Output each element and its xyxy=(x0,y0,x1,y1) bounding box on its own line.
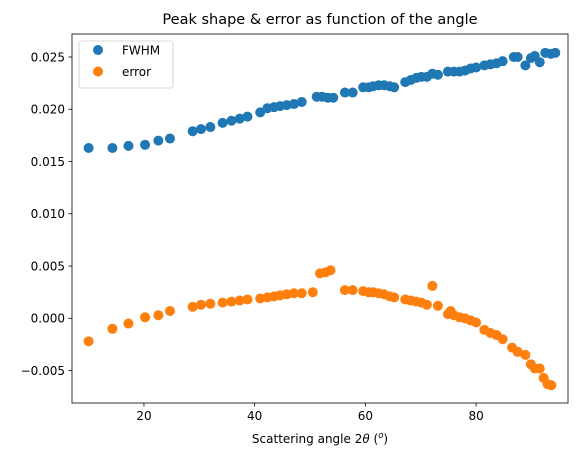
data-point-fwhm xyxy=(288,99,299,110)
legend: FWHM error xyxy=(78,40,174,89)
data-point-fwhm xyxy=(242,111,253,122)
data-point-error xyxy=(347,285,358,296)
data-point-error xyxy=(389,292,400,303)
data-point-error xyxy=(432,300,443,311)
x-tick-label: 80 xyxy=(468,409,483,423)
data-point-error xyxy=(123,318,134,329)
data-point-fwhm xyxy=(339,87,350,98)
data-point-fwhm xyxy=(234,113,245,124)
axes-frame xyxy=(71,33,569,404)
data-point-fwhm xyxy=(389,82,400,93)
data-point-fwhm xyxy=(432,69,443,80)
data-point-fwhm xyxy=(123,140,134,151)
data-point-error xyxy=(534,363,545,374)
data-point-fwhm xyxy=(205,122,216,133)
x-tick-label: 20 xyxy=(136,409,151,423)
data-point-fwhm xyxy=(512,52,523,62)
legend-marker-error xyxy=(93,66,103,77)
x-tick-label: 40 xyxy=(247,409,262,423)
data-point-error xyxy=(140,312,151,323)
data-point-error xyxy=(427,280,438,291)
data-point-fwhm xyxy=(164,133,175,144)
plot-area xyxy=(72,34,568,403)
data-point-error xyxy=(520,349,531,360)
y-tick-label: 0.020 xyxy=(31,103,65,117)
data-point-fwhm xyxy=(187,126,198,137)
data-point-fwhm xyxy=(217,117,228,128)
data-points xyxy=(83,47,561,391)
legend-label-fwhm: FWHM xyxy=(122,44,160,58)
y-tick-label: 0.015 xyxy=(31,155,65,169)
data-point-error xyxy=(164,306,175,317)
data-point-error xyxy=(195,299,206,310)
y-tick-label: −0.005 xyxy=(21,364,65,378)
legend-label-error: error xyxy=(122,65,151,79)
chart-title: Peak shape & error as function of the an… xyxy=(162,12,477,28)
data-point-error xyxy=(187,301,198,312)
data-point-fwhm xyxy=(520,60,531,71)
data-point-error xyxy=(288,288,299,299)
data-point-fwhm xyxy=(550,47,561,58)
y-tick-label: 0.005 xyxy=(31,259,65,273)
data-point-error xyxy=(226,296,237,307)
data-point-fwhm xyxy=(497,56,508,67)
x-axis-label-theta: θ xyxy=(362,432,370,446)
legend-marker-fwhm xyxy=(93,45,103,55)
x-axis-label-text: Scattering angle 2 xyxy=(252,432,362,446)
data-point-fwhm xyxy=(140,139,151,150)
data-point-fwhm xyxy=(195,124,206,135)
data-point-fwhm xyxy=(107,142,118,153)
x-axis-label: Scattering angle 2θ (o) xyxy=(252,431,388,446)
x-axis-label-unit-open: ( xyxy=(370,432,379,446)
legend-box xyxy=(78,40,174,89)
data-point-fwhm xyxy=(153,135,164,146)
data-point-error xyxy=(242,294,253,305)
data-point-fwhm xyxy=(226,115,237,126)
data-point-error xyxy=(471,317,482,328)
data-point-error xyxy=(83,336,94,347)
x-axis-label-unit-close: ) xyxy=(383,432,388,446)
data-point-error xyxy=(234,295,245,306)
data-point-error xyxy=(307,287,318,298)
data-point-error xyxy=(217,297,228,308)
data-point-error xyxy=(339,285,350,296)
data-point-error xyxy=(205,298,216,309)
data-point-error xyxy=(153,310,164,321)
data-point-error xyxy=(546,380,557,391)
x-axis-ticks: 20 40 60 80 xyxy=(136,403,484,423)
data-point-fwhm xyxy=(296,96,307,107)
data-point-fwhm xyxy=(83,142,94,153)
data-point-error xyxy=(497,334,508,345)
data-point-error xyxy=(325,265,336,276)
y-tick-label: 0.010 xyxy=(31,207,65,221)
data-point-error xyxy=(512,346,523,357)
y-tick-label: 0.000 xyxy=(31,312,65,326)
data-point-fwhm xyxy=(328,92,339,103)
y-axis-ticks: −0.005 0.000 0.005 0.010 0.015 0.020 0.025 xyxy=(21,50,72,378)
data-point-fwhm xyxy=(534,57,545,68)
data-point-error xyxy=(296,288,307,299)
data-point-fwhm xyxy=(347,87,358,98)
x-axis-label-degree: o xyxy=(378,431,383,441)
data-point-error xyxy=(421,299,432,310)
series-fwhm xyxy=(83,47,561,153)
data-point-error xyxy=(107,323,118,334)
data-point-fwhm xyxy=(471,62,482,73)
y-tick-label: 0.025 xyxy=(31,50,65,64)
x-tick-label: 60 xyxy=(358,409,373,423)
series-error xyxy=(83,265,557,391)
